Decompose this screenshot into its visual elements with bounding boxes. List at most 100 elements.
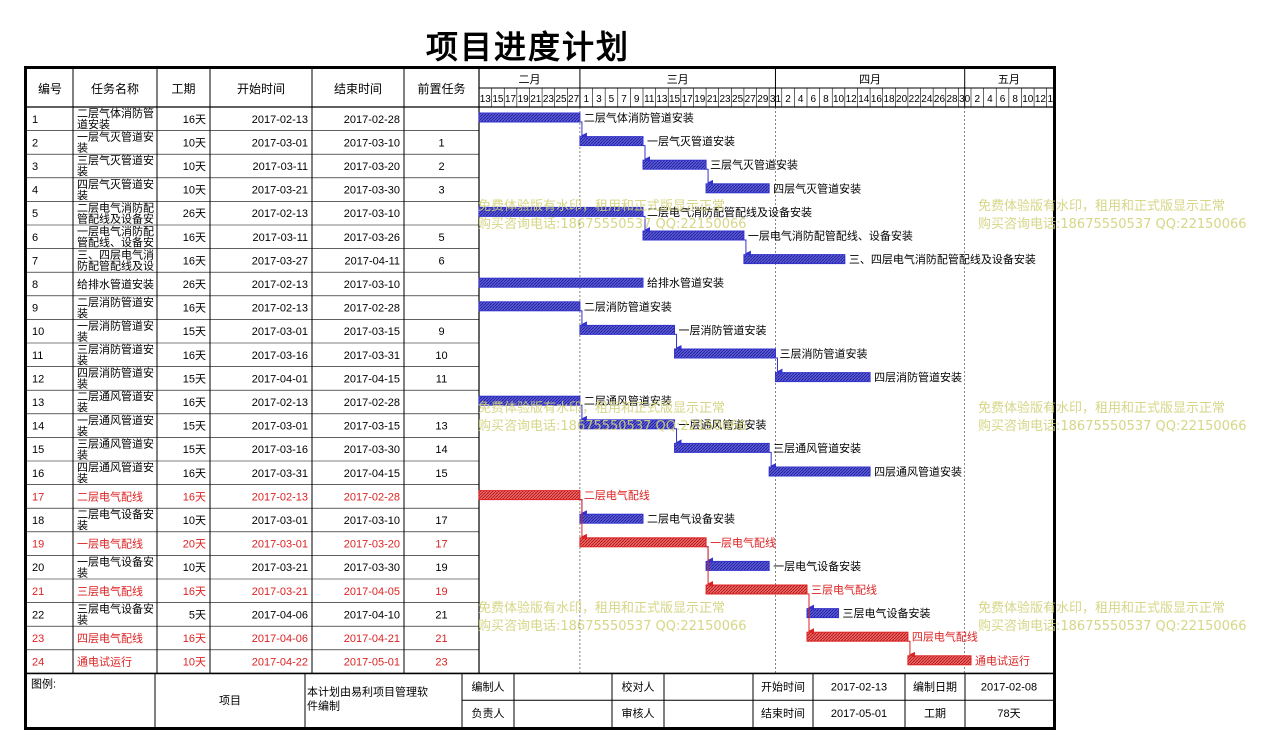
bar-label: 三层电气设备安装: [843, 606, 931, 620]
day-label: 24: [921, 94, 933, 105]
task-start: 2017-04-06: [252, 609, 308, 621]
gantt-bar: [743, 254, 846, 265]
dependency-arrow: [579, 404, 587, 422]
gantt-bar: [674, 442, 770, 453]
task-end: 2017-03-10: [344, 279, 400, 291]
day-label: 26: [934, 94, 946, 105]
task-predecessor: 9: [438, 326, 444, 338]
task-start: 2017-02-13: [252, 208, 308, 220]
task-end: 2017-04-15: [344, 468, 400, 480]
day-label: 17: [682, 94, 694, 105]
task-end: 2017-03-15: [344, 421, 400, 433]
bar-label: 二层通风管道安装: [584, 394, 672, 408]
task-name: 通电试运行: [77, 656, 132, 669]
dependency-arrow: [643, 145, 650, 163]
task-predecessor: 2: [438, 161, 444, 173]
task-predecessor: 17: [435, 515, 447, 527]
footer-period-value: 78天: [997, 708, 1020, 720]
bar-label: 一层电气设备安装: [773, 559, 861, 573]
task-name: 三、四层电气消: [77, 248, 154, 262]
task-name: 道安装: [77, 117, 110, 131]
gantt-bar: [478, 277, 644, 288]
footer-start-value: 2017-02-13: [831, 681, 887, 693]
task-duration: 16天: [183, 303, 206, 315]
task-name: 装: [77, 354, 88, 367]
task-name: 一层电气设备安: [77, 554, 154, 568]
day-label: 19: [694, 94, 706, 105]
task-start: 2017-03-21: [252, 562, 308, 574]
bar-label: 四层消防管道安装: [874, 370, 962, 384]
task-id: 15: [32, 444, 44, 456]
task-id: 1: [32, 114, 38, 126]
task-id: 21: [32, 586, 44, 598]
task-predecessor: 14: [435, 444, 447, 456]
bar-label: 三、四层电气消防配管配线及设备安装: [849, 252, 1036, 266]
gantt-bar: [579, 136, 644, 147]
day-label: 6: [811, 94, 817, 105]
task-start: 2017-03-27: [252, 255, 308, 267]
task-end: 2017-03-15: [344, 326, 400, 338]
task-id: 18: [32, 515, 44, 527]
gantt-bar: [705, 183, 770, 194]
month-label: 二月: [518, 74, 540, 86]
task-start: 2017-03-01: [252, 421, 308, 433]
task-end: 2017-03-30: [344, 444, 400, 456]
task-id: 5: [32, 208, 38, 220]
day-label: 15: [492, 94, 504, 105]
task-duration: 5天: [189, 609, 206, 621]
task-name: 三层电气设备安: [77, 602, 154, 616]
day-label: 12: [1035, 94, 1047, 105]
task-name: 装: [77, 472, 88, 485]
task-duration: 10天: [183, 657, 206, 669]
task-duration: 10天: [183, 515, 206, 527]
bar-label: 一层气灭管道安装: [647, 134, 735, 148]
day-label: 16: [871, 94, 883, 105]
gantt-bar: [642, 159, 707, 170]
bar-label: 四层通风管道安装: [874, 465, 962, 479]
task-name: 一层气灭管道安: [77, 130, 154, 144]
gantt-bar: [478, 490, 581, 501]
task-duration: 26天: [183, 208, 206, 220]
task-start: 2017-04-01: [252, 373, 308, 385]
task-name: 装: [77, 330, 88, 343]
gantt-bar: [705, 560, 770, 571]
dependency-arrow: [579, 310, 587, 328]
day-label: 12: [846, 94, 858, 105]
task-end: 2017-03-10: [344, 137, 400, 149]
gantt-bar: [579, 513, 644, 524]
task-name: 装: [77, 614, 88, 627]
task-duration: 16天: [183, 255, 206, 267]
task-duration: 20天: [183, 539, 206, 551]
task-start: 2017-02-13: [252, 303, 308, 315]
task-name: 装: [77, 401, 88, 414]
dependency-arrow: [579, 121, 587, 139]
task-id: 2: [32, 137, 38, 149]
day-label: 21: [530, 94, 542, 105]
task-start: 2017-03-11: [253, 161, 308, 173]
day-label: 25: [555, 94, 567, 105]
task-predecessor: 3: [438, 185, 444, 197]
day-label: 15: [669, 94, 681, 105]
dependency-arrow: [907, 640, 915, 658]
task-duration: 10天: [183, 137, 206, 149]
bar-label: 一层电气配线: [710, 535, 776, 549]
gantt-bar: [478, 395, 581, 406]
footer-owner-label: 负责人: [472, 706, 505, 720]
task-start: 2017-04-22: [252, 657, 308, 669]
bar-label: 四层气灭管道安装: [773, 181, 861, 195]
task-id: 12: [32, 373, 44, 385]
task-name: 四层通风管道安: [77, 460, 154, 474]
task-predecessor: 5: [438, 232, 444, 244]
task-end: 2017-02-28: [344, 397, 400, 409]
bar-label: 二层气体消防管道安装: [584, 111, 694, 125]
dependency-arrow: [743, 239, 751, 257]
task-duration: 16天: [183, 491, 206, 503]
task-end: 2017-04-15: [344, 373, 400, 385]
day-label: 8: [823, 94, 829, 105]
task-duration: 15天: [183, 326, 206, 338]
day-label: 13: [480, 94, 492, 105]
column-header: 任务名称: [91, 81, 139, 96]
day-label: 5: [609, 94, 615, 105]
gantt-bar: [674, 348, 776, 359]
task-predecessor: 6: [438, 255, 444, 267]
